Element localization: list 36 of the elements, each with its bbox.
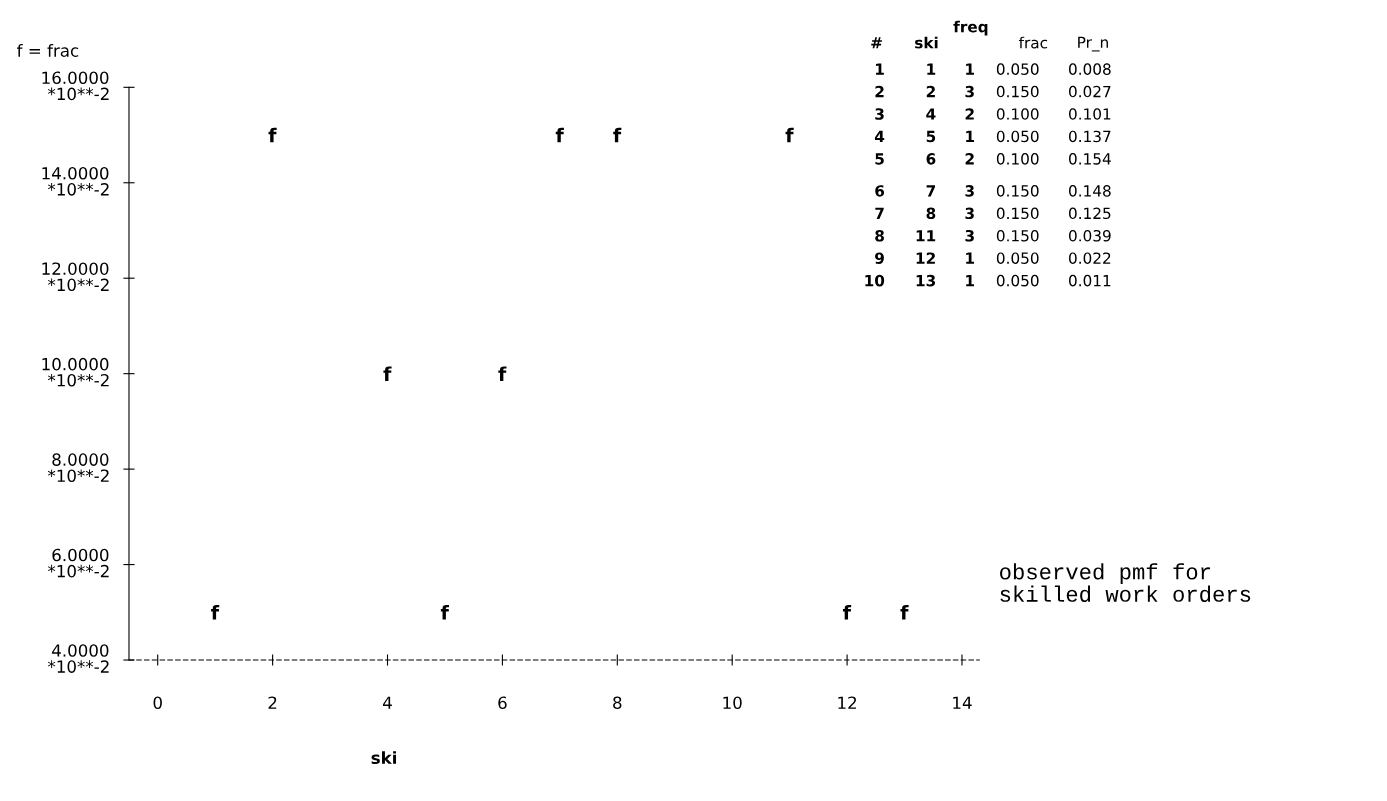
- text: *10**-2: [47, 278, 109, 292]
- y-tick-label: 12.0000: [42, 262, 109, 275]
- text: *10**-2: [47, 660, 109, 673]
- x-tick-label: 6: [498, 696, 507, 710]
- y-tick-label: 6.0000: [52, 548, 109, 562]
- text: 8 11 3 0.150 0.039: [875, 229, 1111, 242]
- text: 4 5 1 0.050 0.137: [874, 130, 1111, 143]
- y-axis-title: f = frac: [17, 44, 79, 57]
- text: 10 13 1 0.050 0.011: [865, 274, 1111, 287]
- y-tick-label: 16.0000: [42, 71, 109, 85]
- x-tick-label: 4: [383, 696, 392, 709]
- x-tick-label: 0: [153, 696, 162, 710]
- text: *10**-2: [47, 87, 109, 101]
- y-tick-label: 4.0000: [52, 644, 109, 657]
- y-tick-label: 8.0000: [52, 453, 109, 466]
- text: *10**-2: [47, 469, 109, 483]
- text: 6 7 3 0.150 0.148: [875, 185, 1111, 197]
- text: 2 2 3 0.150 0.027: [875, 85, 1111, 98]
- text: # ski freq frac Pr_n: [871, 20, 1108, 52]
- x-tick-label: 8: [613, 696, 622, 710]
- text: 3 4 2 0.100 0.101: [875, 108, 1111, 120]
- text: 1 1 1 0.050 0.008: [876, 63, 1111, 75]
- y-tick-label: 10.0000: [42, 357, 109, 371]
- text: 5 6 2 0.100 0.154: [875, 153, 1111, 165]
- x-tick-label: 2: [268, 696, 277, 709]
- text: *10**-2: [47, 373, 109, 387]
- x-axis-title: ski: [371, 751, 397, 765]
- x-tick-label: 12: [838, 696, 857, 709]
- text: 9 12 1 0.050 0.022: [875, 252, 1111, 264]
- text: observed pmf for skilled work orders: [1000, 563, 1251, 602]
- text: *10**-2: [47, 564, 109, 578]
- x-tick-label: 10: [723, 696, 742, 710]
- text: *10**-2: [47, 183, 109, 196]
- y-tick-label: 14.0000: [42, 166, 109, 180]
- text: 7 8 3 0.150 0.125: [875, 207, 1111, 220]
- x-tick-label: 14: [953, 696, 972, 709]
